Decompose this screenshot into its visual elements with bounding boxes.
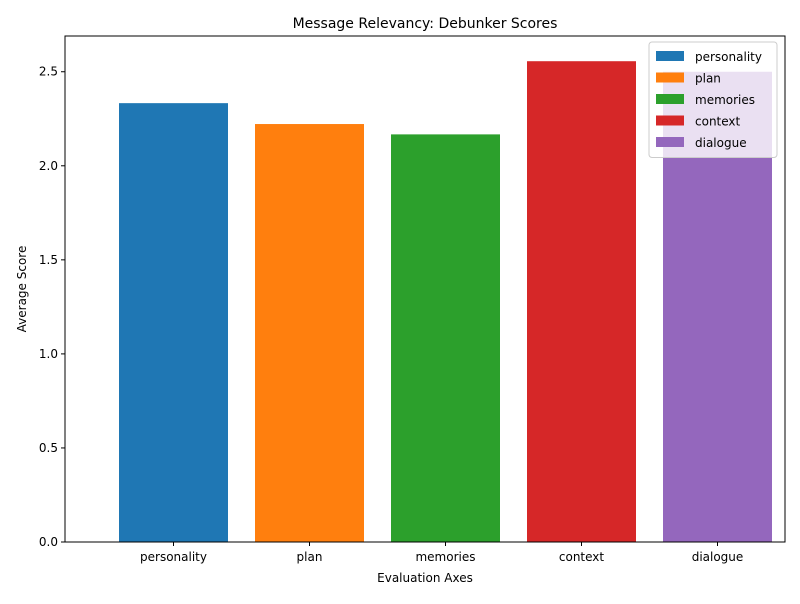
legend-label-context: context xyxy=(695,115,741,129)
y-axis-label: Average Score xyxy=(15,246,29,333)
x-tick-label: context xyxy=(559,550,605,564)
x-tick-label: plan xyxy=(297,550,323,564)
bar-plan xyxy=(255,124,364,542)
legend-swatch-dialogue xyxy=(656,137,684,147)
x-axis-label: Evaluation Axes xyxy=(377,571,473,585)
bar-personality xyxy=(119,103,228,542)
ticks-group: personality plan memories context dialogue 0.… xyxy=(39,65,743,564)
chart-title: Message Relevancy: Debunker Scores xyxy=(293,16,558,32)
legend-box xyxy=(648,41,778,158)
y-tick-label: 2.0 xyxy=(39,159,58,173)
x-tick-label: personality xyxy=(140,550,207,564)
legend-label-memories: memories xyxy=(695,93,755,107)
y-tick-label: 2.5 xyxy=(39,65,58,79)
bar-context xyxy=(527,61,636,543)
x-tick-label: dialogue xyxy=(692,550,744,564)
y-tick-label: 0.5 xyxy=(39,441,58,455)
axes-group xyxy=(64,35,786,543)
legend-swatch-memories xyxy=(656,94,684,104)
y-tick-label: 1.5 xyxy=(39,253,58,267)
x-tick-label: memories xyxy=(415,550,475,564)
legend-swatch-context xyxy=(656,115,684,126)
legend: personality plan memories context dialogue xyxy=(648,41,778,158)
y-tick-label: 1.0 xyxy=(39,347,58,361)
legend-label-dialogue: dialogue xyxy=(695,136,747,150)
legend-swatch-personality xyxy=(656,51,684,61)
bar-memories xyxy=(391,134,500,543)
y-tick-label: 0.0 xyxy=(39,535,58,549)
legend-label-plan: plan xyxy=(695,72,721,86)
legend-label-personality: personality xyxy=(695,50,762,64)
plot-frame xyxy=(64,35,786,543)
legend-swatch-plan xyxy=(656,72,684,83)
bars-group xyxy=(119,61,772,543)
